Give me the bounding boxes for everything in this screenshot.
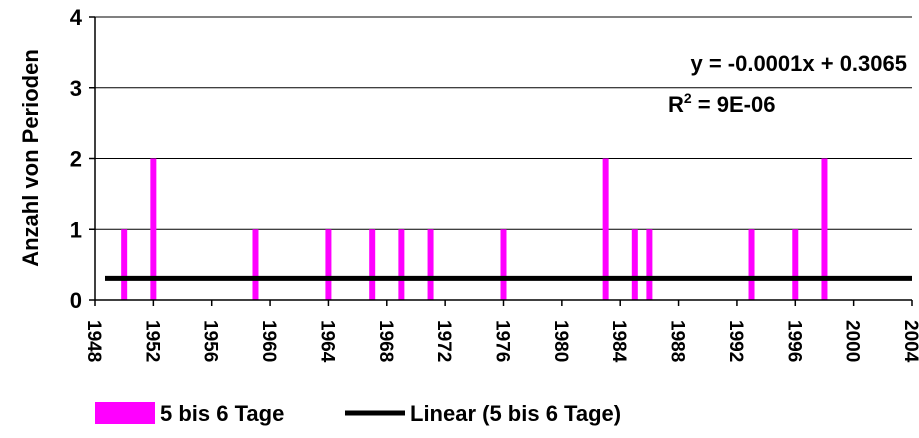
- x-tick-label-1992: 1992: [725, 320, 746, 362]
- x-tick-label-1984: 1984: [608, 320, 629, 363]
- bar-1952: [150, 158, 157, 300]
- r-squared-superscript: 2: [684, 90, 692, 106]
- legend-swatch-bars: [95, 402, 155, 424]
- x-tick-label-1980: 1980: [550, 320, 571, 362]
- gridlines: [95, 16, 912, 230]
- y-tick-label-1: 1: [70, 217, 82, 242]
- bar-1983: [602, 158, 609, 300]
- y-tick-label-4: 4: [70, 5, 83, 30]
- bar-1971: [427, 229, 434, 300]
- bar-1993: [748, 229, 755, 300]
- y-tick-label-0: 0: [70, 288, 82, 313]
- y-tick-labels: 0 1 2 3 4: [70, 5, 83, 313]
- bar-1950: [121, 229, 128, 300]
- bar-1996: [792, 229, 799, 300]
- x-tick-label-1968: 1968: [375, 320, 396, 362]
- legend: 5 bis 6 Tage Linear (5 bis 6 Tage): [95, 401, 621, 426]
- legend-label-bars: 5 bis 6 Tage: [160, 401, 284, 426]
- bar-1964: [325, 229, 332, 300]
- x-tick-label-1956: 1956: [200, 320, 221, 362]
- bar-1976: [500, 229, 507, 300]
- bar-1985: [631, 229, 638, 300]
- r-squared-label: R2 = 9E-06: [668, 90, 775, 117]
- y-tick-label-3: 3: [70, 76, 82, 101]
- trend-equation: y = -0.0001x + 0.3065: [690, 51, 907, 76]
- bar-1986: [646, 229, 653, 300]
- x-tick-labels: 1948 1952 1956 1960 1964 1968 1972 1976 1980 1984…: [83, 320, 919, 363]
- x-tick-label-1948: 1948: [83, 320, 104, 362]
- x-tick-label-1996: 1996: [783, 320, 804, 362]
- x-tick-label-1972: 1972: [433, 320, 454, 362]
- r-squared-value: = 9E-06: [692, 92, 776, 117]
- bar-1959: [252, 229, 259, 300]
- y-tick-label-2: 2: [70, 147, 82, 172]
- bar-1967: [369, 229, 376, 300]
- legend-label-trend: Linear (5 bis 6 Tage): [410, 401, 621, 426]
- x-tick-label-1952: 1952: [141, 320, 162, 362]
- x-tick-label-2004: 2004: [900, 320, 919, 363]
- y-axis-title: Anzahl von Perioden: [18, 49, 43, 267]
- axes: [89, 16, 913, 306]
- bar-1969: [398, 229, 405, 300]
- x-tick-label-1988: 1988: [667, 320, 688, 362]
- x-tick-label-1964: 1964: [316, 320, 337, 363]
- x-tick-label-1960: 1960: [258, 320, 279, 362]
- x-tick-label-2000: 2000: [842, 320, 863, 362]
- bars: [121, 158, 828, 300]
- r-squared-symbol: R: [668, 92, 684, 117]
- x-tick-label-1976: 1976: [492, 320, 513, 362]
- bar-1998: [821, 158, 828, 300]
